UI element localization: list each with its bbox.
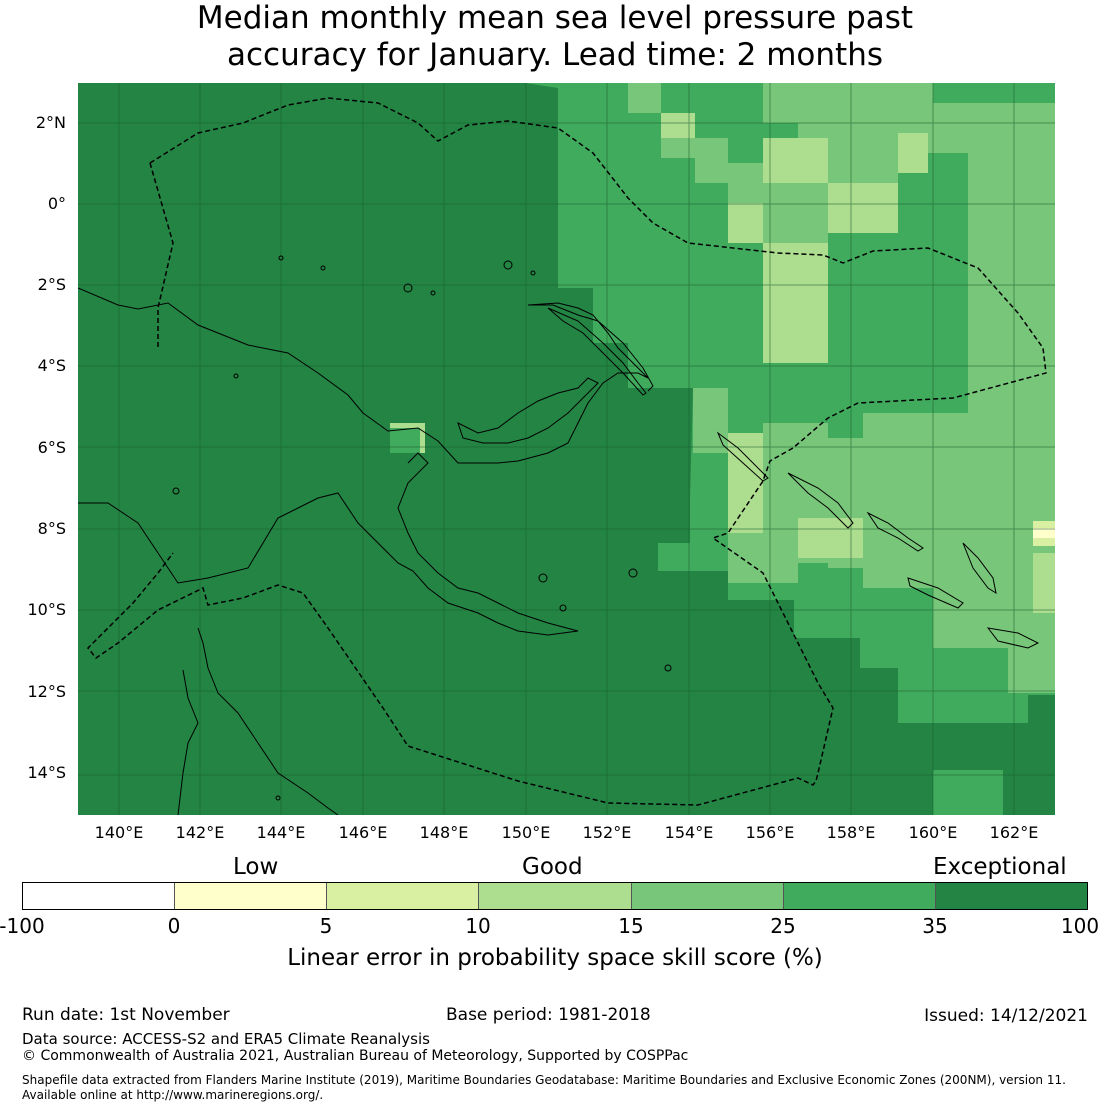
legend-tick-100: 100 [1060,914,1100,938]
legend-colorbar [22,882,1088,910]
shapefile-credit-2: Available online at http://www.marinereg… [22,1088,324,1102]
base-period: Base period: 1981-2018 [446,1005,651,1025]
colorbar-segment-5-10 [327,883,480,909]
legend-tick-10: 10 [465,914,491,938]
map-canvas [78,83,1055,815]
colorbar-segment-0-5 [175,883,328,909]
legend-tick-15: 15 [618,914,644,938]
region-good [390,113,1055,613]
lat-label-4s: 4°S [37,356,66,375]
lat-label-6s: 6°S [37,438,66,457]
lon-label-158e: 158°E [826,823,876,842]
legend-category-good: Good [522,854,583,880]
lon-label-146e: 146°E [338,823,388,842]
skill-map [78,83,1055,815]
issued-date: Issued: 14/12/2021 [924,1006,1088,1026]
map-title: Median monthly mean sea level pressure p… [0,0,1110,74]
lon-label-140e: 140°E [94,823,144,842]
region-low [1033,528,1055,538]
lon-label-154e: 154°E [664,823,714,842]
run-date: Run date: 1st November [22,1005,230,1025]
eez-boundary-west [149,162,174,348]
legend-category-exceptional: Exceptional [933,854,1067,880]
lon-label-152e: 152°E [582,823,632,842]
lat-label-14s: 14°S [27,763,66,782]
colorbar-segment-25-35 [783,883,936,909]
coastlines [78,255,1040,815]
copyright: © Commonwealth of Australia 2021, Austra… [22,1048,689,1064]
region-good-high [628,83,1055,693]
colorbar-segment-10-15 [479,883,632,909]
lon-label-148e: 148°E [419,823,469,842]
legend-title: Linear error in probability space skill … [287,945,823,971]
legend-tick-0: 0 [167,914,181,938]
colorbar-segment-neg [23,883,176,909]
lon-label-150e: 150°E [501,823,551,842]
legend-tick-25: 25 [770,914,796,938]
lat-label-2n: 2°N [35,113,66,132]
lat-label-8s: 8°S [37,519,66,538]
data-source: Data source: ACCESS-S2 and ERA5 Climate … [22,1030,430,1048]
legend-tick-neg100: -100 [0,914,45,938]
lon-label-162e: 162°E [989,823,1039,842]
lat-label-12s: 12°S [27,682,66,701]
lat-label-0: 0° [47,194,66,213]
eez-boundary [86,97,1047,806]
lat-label-2s: 2°S [37,275,66,294]
lat-label-10s: 10°S [27,600,66,619]
lon-label-160e: 160°E [908,823,958,842]
map-gridlines [78,83,1055,815]
colorbar-segment-15-25 [631,883,784,909]
title-line-2: accuracy for January. Lead time: 2 month… [226,37,883,73]
colorbar-segment-35-100 [935,883,1087,909]
lon-label-142e: 142°E [175,823,225,842]
region-very-good-se [933,770,1003,815]
title-line-1: Median monthly mean sea level pressure p… [196,0,914,36]
legend-tick-35: 35 [922,914,948,938]
lon-label-156e: 156°E [745,823,795,842]
lon-label-144e: 144°E [256,823,306,842]
shapefile-credit-1: Shapefile data extracted from Flanders M… [22,1073,1066,1087]
legend-tick-5: 5 [319,914,333,938]
legend-category-low: Low [233,854,279,880]
